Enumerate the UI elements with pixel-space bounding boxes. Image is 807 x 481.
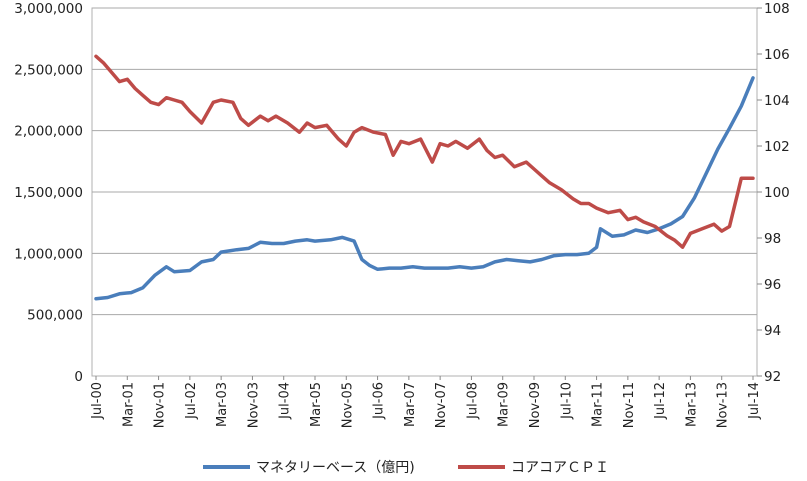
right-tick-label: 108 <box>764 1 790 17</box>
right-tick-label: 102 <box>764 139 790 155</box>
x-tick-label: Jul-00 <box>90 382 105 420</box>
left-tick-label: 500,000 <box>27 308 83 324</box>
series-line-monetary-base <box>94 76 755 301</box>
x-tick-label: Mar-03 <box>215 382 230 427</box>
x-tick-label: Jul-06 <box>372 382 387 420</box>
right-tick-label: 92 <box>764 369 781 385</box>
x-tick-label: Nov-01 <box>153 382 168 428</box>
x-tick-label: Mar-07 <box>403 382 418 427</box>
x-tick-label: Mar-11 <box>591 382 606 427</box>
right-tick-label: 106 <box>764 47 790 63</box>
x-tick-label: Nov-03 <box>246 382 261 428</box>
x-tick-label: Nov-09 <box>528 382 543 428</box>
x-tick-label: Mar-13 <box>684 382 699 427</box>
x-tick-label: Nov-05 <box>340 382 355 428</box>
x-tick-label: Nov-13 <box>716 382 731 428</box>
left-tick-label: 3,000,000 <box>14 1 83 17</box>
x-tick-label: Mar-01 <box>121 382 136 427</box>
right-tick-label: 96 <box>764 277 781 293</box>
x-tick-label: Jul-14 <box>747 382 762 420</box>
legend: マネタリーベース（億円) コアコアＣＰＩ <box>203 460 609 476</box>
series-lines <box>94 54 755 301</box>
right-tick-label: 98 <box>764 231 781 247</box>
x-tick-label: Jul-08 <box>465 382 480 420</box>
x-tick-label: Jul-10 <box>559 382 574 420</box>
x-tick-label: Nov-07 <box>434 382 449 428</box>
legend-label-monetary-base: マネタリーベース（億円) <box>256 460 415 476</box>
left-tick-label: 0 <box>74 369 83 385</box>
x-tick-label: Jul-04 <box>278 382 293 420</box>
x-axis-ticks: Jul-00 Mar-01 Nov-01 Jul-02 Mar-03 Nov-03 Jul-… <box>90 376 762 428</box>
x-tick-label: Nov-11 <box>622 382 637 428</box>
right-tick-label: 94 <box>764 323 781 339</box>
left-tick-label: 2,000,000 <box>14 124 83 140</box>
left-tick-label: 1,500,000 <box>14 185 83 201</box>
series-line-core-core-cpi <box>94 54 755 249</box>
gridlines <box>92 7 757 316</box>
left-tick-label: 2,500,000 <box>14 62 83 78</box>
right-tick-label: 104 <box>764 93 790 109</box>
right-axis-ticks: 92 94 96 98 100 102 104 106 108 <box>757 1 790 385</box>
left-tick-label: 1,000,000 <box>14 246 83 262</box>
x-tick-label: Jul-12 <box>653 382 668 420</box>
x-tick-label: Jul-02 <box>184 382 199 420</box>
x-tick-label: Mar-09 <box>497 382 512 427</box>
left-axis-ticks: 0 500,000 1,000,000 1,500,000 2,000,000 2,500… <box>14 1 83 385</box>
x-tick-label: Mar-05 <box>309 382 324 427</box>
legend-label-core-core-cpi: コアコアＣＰＩ <box>511 460 609 476</box>
right-tick-label: 100 <box>764 185 790 201</box>
